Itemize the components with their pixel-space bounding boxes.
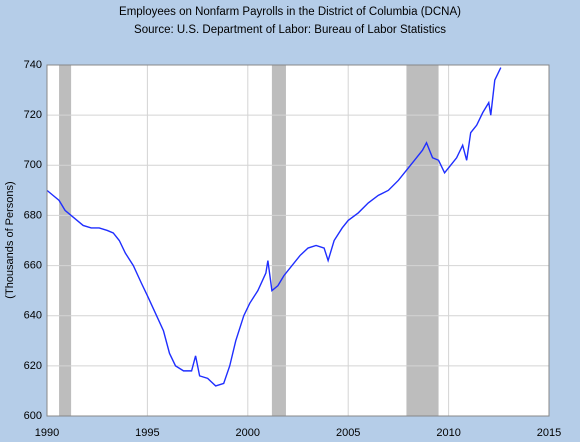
recession-band [59, 65, 72, 416]
x-tick-label: 1995 [135, 427, 159, 439]
y-tick-label: 740 [24, 59, 42, 71]
y-tick-label: 660 [24, 259, 42, 271]
recession-band [406, 65, 439, 416]
x-tick-label: 2000 [236, 427, 260, 439]
y-tick-label: 600 [24, 410, 42, 422]
y-tick-label: 620 [24, 360, 42, 372]
chart-subtitle: Source: U.S. Department of Labor: Bureau… [134, 24, 446, 36]
x-tick-label: 2005 [336, 427, 360, 439]
x-tick-label: 1990 [35, 427, 59, 439]
y-tick-label: 640 [24, 310, 42, 322]
y-tick-label: 700 [24, 159, 42, 171]
y-tick-label: 720 [24, 109, 42, 121]
x-tick-label: 2010 [436, 427, 460, 439]
plot-border [46, 64, 550, 417]
data-line [46, 67, 502, 387]
x-tick-label: 2015 [537, 427, 561, 439]
recession-band [271, 65, 286, 416]
plot-area [47, 65, 549, 416]
y-tick-label: 680 [24, 209, 42, 221]
chart-title: Employees on Nonfarm Payrolls in the Dis… [119, 6, 461, 18]
y-axis-label: (Thousands of Persons) [4, 181, 16, 298]
